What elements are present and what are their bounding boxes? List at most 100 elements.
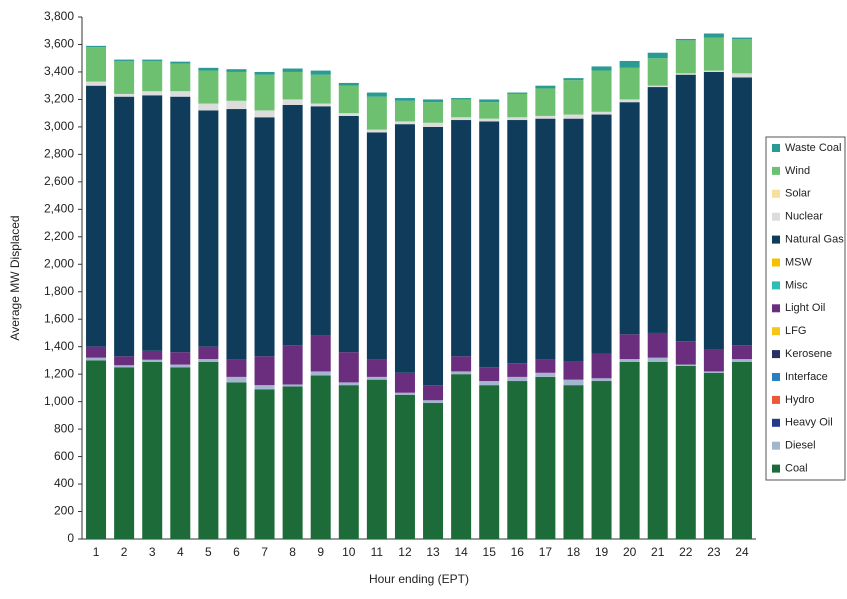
bar-segment: [86, 357, 107, 361]
bar-segment: [619, 102, 640, 335]
bar-segment: [451, 356, 472, 372]
bar-segment: [170, 352, 191, 365]
bar-segment: [142, 95, 163, 351]
y-tick-label: 600: [54, 449, 74, 463]
bar-segment: [282, 386, 303, 539]
x-tick-label: 4: [177, 545, 184, 559]
bar-segment: [479, 367, 500, 382]
bar-segment: [647, 52, 668, 59]
bar-segment: [423, 102, 444, 123]
legend-swatch: [772, 212, 780, 221]
bar-segment: [479, 381, 500, 386]
x-tick-label: 24: [735, 545, 749, 559]
bar-segment: [507, 363, 528, 377]
bar-segment: [479, 121, 500, 368]
bar-segment: [282, 68, 303, 72]
x-tick-label: 17: [539, 545, 553, 559]
bar-segment: [451, 374, 472, 539]
legend-label: Waste Coal: [785, 142, 841, 154]
bar-segment: [423, 385, 444, 401]
bar-segment: [675, 73, 696, 75]
bar-segment: [254, 71, 275, 75]
bar-segment: [254, 356, 275, 386]
bar-segment: [563, 114, 584, 119]
legend-swatch: [772, 373, 780, 381]
legend-swatch: [772, 235, 780, 244]
bar-segment: [479, 102, 500, 119]
bar-segment: [338, 115, 359, 353]
bar-segment: [366, 92, 387, 97]
legend-swatch: [772, 258, 780, 267]
bar-segment: [479, 99, 500, 103]
bar-segment: [282, 104, 303, 346]
legend-label: Solar: [785, 188, 811, 200]
bar-segment: [619, 60, 640, 68]
bar-segment: [675, 38, 696, 41]
bar-segment: [507, 93, 528, 118]
x-tick-label: 21: [651, 545, 665, 559]
bar-segment: [338, 385, 359, 539]
bar-segment: [703, 37, 724, 71]
bar-segment: [114, 367, 135, 539]
bar-segment: [479, 385, 500, 539]
x-tick-label: 14: [454, 545, 468, 559]
x-tick-label: 5: [205, 545, 212, 559]
bar-segment: [675, 364, 696, 366]
bar-segment: [423, 126, 444, 386]
bar-segment: [731, 361, 752, 539]
bar-segment: [198, 110, 219, 347]
legend-swatch: [772, 281, 780, 290]
bar-segment: [338, 352, 359, 383]
bar-segment: [114, 93, 135, 97]
legend-label: Heavy Oil: [785, 417, 833, 429]
bar-segment: [86, 85, 107, 347]
bar-segment: [619, 359, 640, 362]
legend-label: Coal: [785, 463, 808, 475]
bar-segment: [338, 113, 359, 116]
y-tick-label: 1,000: [44, 394, 74, 408]
bar-segment: [142, 359, 163, 362]
legend-label: Hydro: [785, 394, 814, 406]
x-tick-label: 18: [567, 545, 581, 559]
y-axis-title: Average MW Displaced: [8, 215, 22, 340]
bar-segment: [423, 99, 444, 103]
bar-segment: [114, 356, 135, 366]
bar-segment: [198, 361, 219, 539]
y-tick-label: 2,800: [44, 147, 74, 161]
bar-segment: [310, 371, 331, 376]
bar-segment: [451, 371, 472, 375]
bar-segment: [423, 122, 444, 127]
y-tick-label: 2,400: [44, 201, 74, 215]
bar-segment: [394, 124, 415, 373]
bar-segment: [254, 385, 275, 390]
bar-segment: [563, 118, 584, 362]
bar-segment: [282, 345, 303, 385]
legend-label: LFG: [785, 325, 806, 337]
bar-segment: [198, 70, 219, 104]
bar-segment: [394, 372, 415, 393]
bar-segment: [619, 67, 640, 100]
bar-segment: [535, 376, 556, 539]
bar-segment: [731, 77, 752, 346]
bar-segment: [310, 103, 331, 107]
y-tick-label: 3,000: [44, 119, 74, 133]
bar-segment: [507, 120, 528, 364]
legend-label: Natural Gas: [785, 234, 844, 246]
x-tick-label: 13: [426, 545, 440, 559]
bar-segment: [226, 71, 247, 101]
bar-segment: [170, 96, 191, 353]
bar-segment: [170, 364, 191, 368]
bar-segment: [394, 392, 415, 395]
bar-segment: [675, 40, 696, 74]
bar-segment: [535, 118, 556, 360]
bar-segment: [198, 346, 219, 360]
y-tick-label: 2,200: [44, 229, 74, 243]
legend-label: MSW: [785, 256, 813, 268]
bar-segment: [507, 117, 528, 121]
bar-segment: [563, 361, 584, 380]
x-axis-title: Hour ending (EPT): [369, 572, 469, 586]
bar-segment: [226, 382, 247, 539]
bar-segment: [338, 85, 359, 114]
y-tick-label: 2,000: [44, 256, 74, 270]
